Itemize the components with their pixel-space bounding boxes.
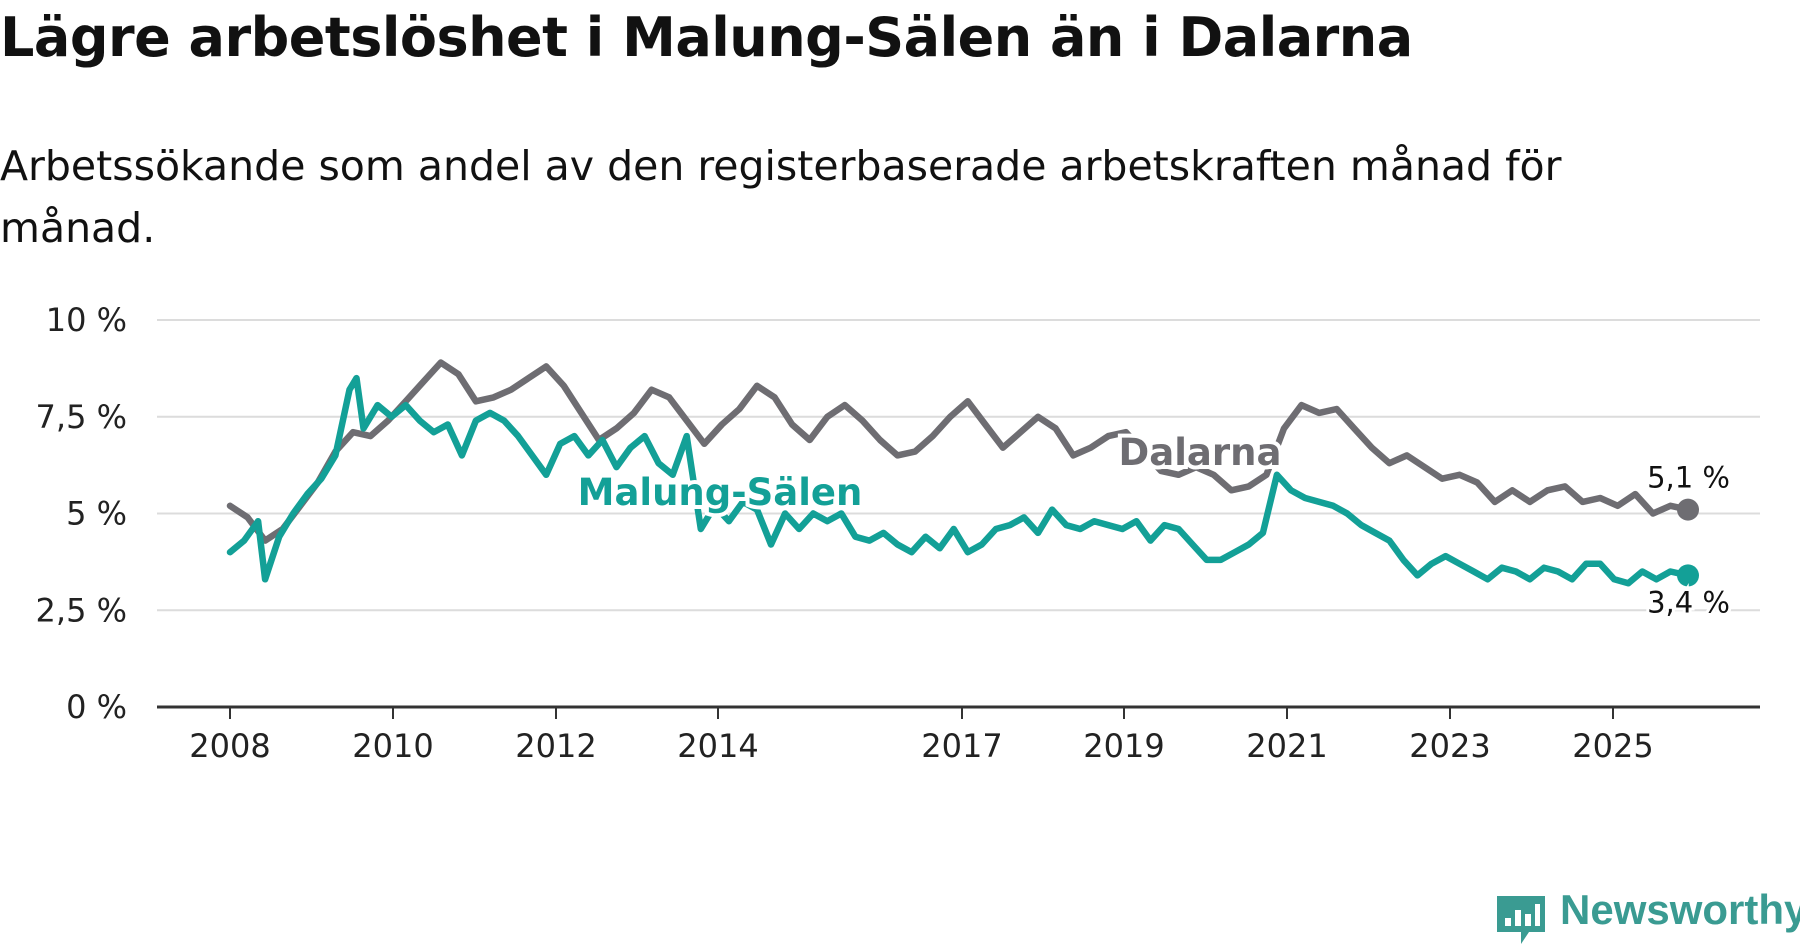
y-tick-label: 5 % xyxy=(66,495,127,533)
series-end-marker xyxy=(1677,498,1699,521)
series-label-dalarna: Dalarna xyxy=(1119,431,1282,474)
x-tick-label: 2023 xyxy=(1409,727,1490,765)
series-end-marker xyxy=(1677,564,1699,587)
end-label-dalarna: 5,1 % xyxy=(1647,461,1730,495)
newsworthy-brand-name: Newsworthy xyxy=(1560,886,1800,933)
x-tick-label: 2008 xyxy=(189,727,270,765)
x-tick-label: 2017 xyxy=(921,727,1002,765)
x-tick-label: 2021 xyxy=(1246,727,1327,765)
x-tick-label: 2014 xyxy=(677,727,758,765)
series-line-malung-s-len xyxy=(226,374,1692,587)
x-tick-label: 2010 xyxy=(352,727,433,765)
chart-title: Lägre arbetslöshet i Malung-Sälen än i D… xyxy=(0,6,1413,69)
y-tick-label: 10 % xyxy=(46,301,127,339)
y-tick-label: 2,5 % xyxy=(36,591,127,629)
x-tick-label: 2025 xyxy=(1572,727,1653,765)
newsworthy-logo-icon xyxy=(1497,896,1545,944)
chart-subtitle: Arbetssökande som andel av den registerb… xyxy=(0,142,1562,252)
x-tick-label: 2012 xyxy=(515,727,596,765)
y-tick-label: 7,5 % xyxy=(36,398,127,436)
series-label-malung-salen: Malung-Sälen xyxy=(578,471,863,514)
end-label-malung-salen: 3,4 % xyxy=(1647,585,1730,619)
series-line-dalarna xyxy=(226,359,1692,544)
x-tick-label: 2019 xyxy=(1083,727,1164,765)
y-tick-label: 0 % xyxy=(66,688,127,726)
